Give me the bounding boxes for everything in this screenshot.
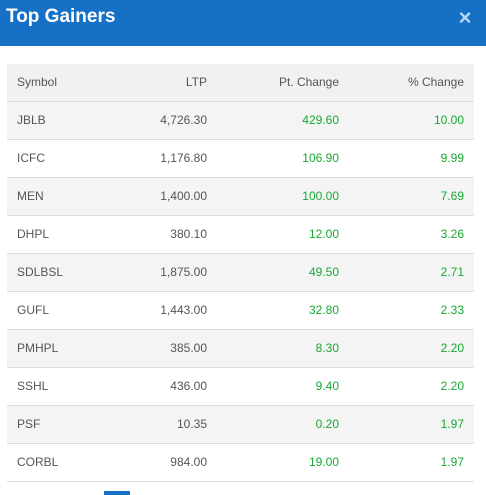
cell-pt-change: 32.80 <box>217 291 349 330</box>
cell-ltp: 1,176.80 <box>117 139 217 178</box>
table-header-row: Symbol LTP Pt. Change % Change <box>7 64 474 102</box>
cell-pct-change: 10.00 <box>349 101 474 140</box>
table-row[interactable]: ICFC 1,176.80 106.90 9.99 <box>7 139 474 178</box>
cell-pt-change: 106.90 <box>217 139 349 178</box>
cell-ltp: 1,875.00 <box>117 253 217 292</box>
cell-symbol: DHPL <box>7 215 117 254</box>
cell-symbol: GUFL <box>7 291 117 330</box>
cell-pct-change: 2.33 <box>349 291 474 330</box>
table-row[interactable]: CORBL 984.00 19.00 1.97 <box>7 443 474 482</box>
cell-pct-change: 2.20 <box>349 367 474 406</box>
cell-pt-change: 0.20 <box>217 405 349 444</box>
column-header-symbol[interactable]: Symbol <box>7 64 117 102</box>
cell-pt-change: 9.40 <box>217 367 349 406</box>
cell-pt-change: 49.50 <box>217 253 349 292</box>
cell-ltp: 436.00 <box>117 367 217 406</box>
gainers-table-container: Symbol LTP Pt. Change % Change JBLB 4,726… <box>7 64 474 482</box>
cell-ltp: 984.00 <box>117 443 217 482</box>
cell-pct-change: 3.26 <box>349 215 474 254</box>
cell-pct-change: 7.69 <box>349 177 474 216</box>
cell-symbol: PMHPL <box>7 329 117 368</box>
cell-symbol: MEN <box>7 177 117 216</box>
cell-symbol: PSF <box>7 405 117 444</box>
cell-pct-change: 1.97 <box>349 405 474 444</box>
cell-symbol: CORBL <box>7 443 117 482</box>
cell-ltp: 1,400.00 <box>117 177 217 216</box>
cell-symbol: SDLBSL <box>7 253 117 292</box>
cell-pct-change: 1.97 <box>349 443 474 482</box>
cell-pt-change: 8.30 <box>217 329 349 368</box>
gainers-table: Symbol LTP Pt. Change % Change JBLB 4,726… <box>7 64 474 482</box>
table-row[interactable]: SDLBSL 1,875.00 49.50 2.71 <box>7 253 474 292</box>
cell-pt-change: 100.00 <box>217 177 349 216</box>
cell-ltp: 10.35 <box>117 405 217 444</box>
column-header-pt-change[interactable]: Pt. Change <box>217 64 349 102</box>
column-header-pct-change[interactable]: % Change <box>349 64 474 102</box>
table-row[interactable]: MEN 1,400.00 100.00 7.69 <box>7 177 474 216</box>
table-row[interactable]: JBLB 4,726.30 429.60 10.00 <box>7 101 474 140</box>
table-row[interactable]: DHPL 380.10 12.00 3.26 <box>7 215 474 254</box>
table-row[interactable]: SSHL 436.00 9.40 2.20 <box>7 367 474 406</box>
close-icon[interactable]: × <box>458 5 472 30</box>
scroll-indicator[interactable] <box>104 491 130 495</box>
cell-ltp: 380.10 <box>117 215 217 254</box>
table-row[interactable]: PSF 10.35 0.20 1.97 <box>7 405 474 444</box>
table-row[interactable]: GUFL 1,443.00 32.80 2.33 <box>7 291 474 330</box>
cell-pct-change: 2.20 <box>349 329 474 368</box>
page-title: Top Gainers <box>6 6 116 27</box>
column-header-ltp[interactable]: LTP <box>117 64 217 102</box>
cell-symbol: ICFC <box>7 139 117 178</box>
cell-ltp: 1,443.00 <box>117 291 217 330</box>
cell-ltp: 4,726.30 <box>117 101 217 140</box>
table-row[interactable]: PMHPL 385.00 8.30 2.20 <box>7 329 474 368</box>
cell-pt-change: 429.60 <box>217 101 349 140</box>
cell-symbol: JBLB <box>7 101 117 140</box>
modal-header: Top Gainers × <box>0 0 486 46</box>
cell-pct-change: 9.99 <box>349 139 474 178</box>
cell-symbol: SSHL <box>7 367 117 406</box>
cell-pct-change: 2.71 <box>349 253 474 292</box>
cell-pt-change: 12.00 <box>217 215 349 254</box>
cell-ltp: 385.00 <box>117 329 217 368</box>
cell-pt-change: 19.00 <box>217 443 349 482</box>
